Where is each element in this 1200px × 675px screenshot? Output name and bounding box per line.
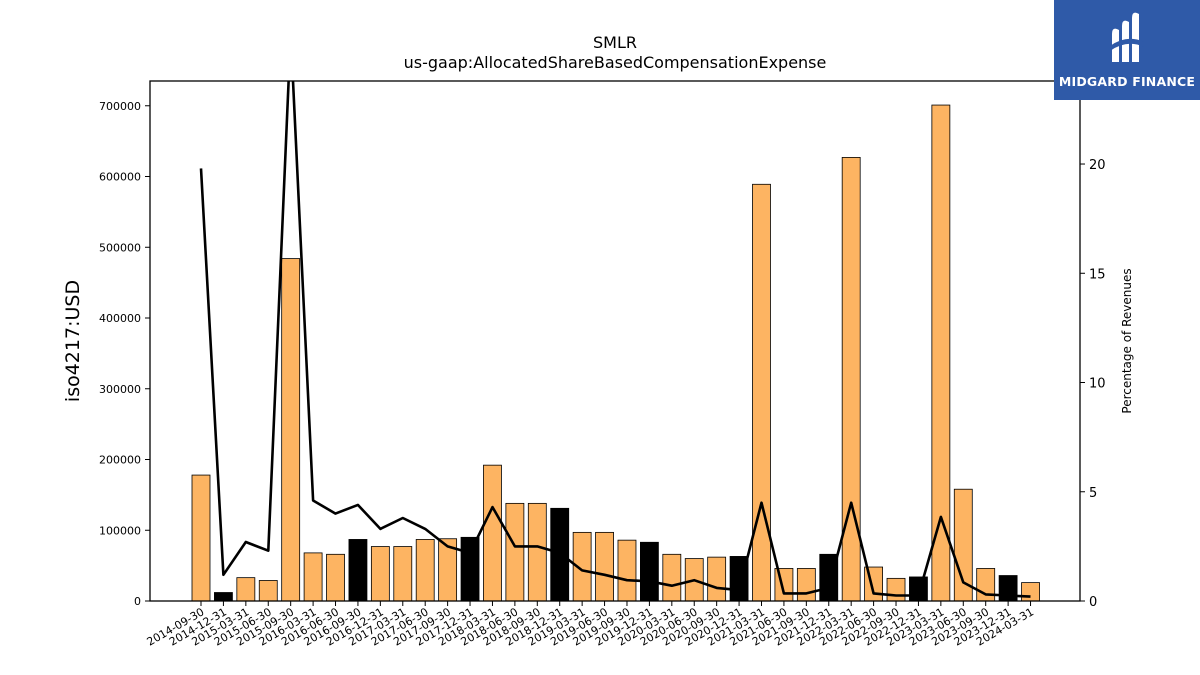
brand-logo: MIDGARD FINANCE bbox=[1054, 0, 1200, 100]
y-tick-label: 300000 bbox=[99, 383, 141, 396]
bar bbox=[460, 536, 480, 601]
bar bbox=[214, 592, 233, 601]
percentage-line bbox=[199, 81, 1031, 598]
bar bbox=[191, 474, 211, 601]
bar bbox=[348, 539, 368, 601]
y-axis-ticks: 0 100000 200000 300000 400000 500000 600000 700… bbox=[99, 100, 150, 608]
bar bbox=[281, 258, 301, 601]
x-axis-ticks: 2014-09-302014-12-312015-03-312015-06-30… bbox=[145, 601, 1036, 649]
bar bbox=[662, 553, 682, 601]
bar bbox=[595, 531, 614, 601]
bar bbox=[393, 546, 413, 601]
bar bbox=[976, 568, 996, 601]
y2-tick-label: 5 bbox=[1089, 486, 1097, 501]
bar bbox=[505, 502, 525, 601]
bar bbox=[483, 464, 502, 601]
y2-tick-label: 0 bbox=[1089, 595, 1097, 610]
bar bbox=[886, 577, 906, 601]
y2-tick-label: 20 bbox=[1089, 158, 1106, 173]
bar bbox=[617, 539, 637, 601]
chart-title: SMLR bbox=[593, 33, 637, 52]
bar bbox=[1021, 582, 1040, 601]
bar bbox=[707, 556, 727, 601]
line-series bbox=[199, 81, 1031, 598]
y2-axis-label: Percentage of Revenues bbox=[1120, 268, 1134, 413]
y-axis-label: iso4217:USD bbox=[62, 280, 84, 402]
chart-subtitle: us-gaap:AllocatedShareBasedCompensationE… bbox=[404, 53, 827, 72]
y-tick-label: 400000 bbox=[99, 312, 141, 325]
brand-name: MIDGARD FINANCE bbox=[1058, 73, 1196, 89]
bar bbox=[909, 576, 928, 601]
bar bbox=[258, 580, 278, 601]
y-tick-label: 700000 bbox=[99, 100, 141, 113]
plot-frame bbox=[149, 80, 1081, 602]
bar bbox=[998, 575, 1018, 601]
bar bbox=[415, 539, 435, 601]
bar bbox=[550, 507, 570, 601]
bar bbox=[752, 183, 771, 601]
bar bbox=[796, 568, 816, 601]
bar bbox=[841, 157, 861, 601]
bar-series bbox=[191, 104, 1040, 601]
y-tick-label: 600000 bbox=[99, 171, 141, 184]
bar bbox=[527, 502, 547, 601]
y2-tick-label: 15 bbox=[1089, 267, 1106, 282]
bar bbox=[303, 552, 323, 601]
bar bbox=[640, 541, 659, 601]
y2-axis-ticks: 0 5 10 15 20 bbox=[1080, 158, 1106, 610]
y-tick-label: 0 bbox=[134, 595, 141, 608]
bar bbox=[370, 546, 390, 601]
bar bbox=[931, 104, 951, 601]
bar bbox=[326, 553, 345, 601]
bar bbox=[438, 538, 458, 601]
y-tick-label: 100000 bbox=[99, 524, 141, 537]
y-tick-label: 200000 bbox=[99, 454, 141, 467]
bar bbox=[236, 577, 256, 601]
y-tick-label: 500000 bbox=[99, 241, 141, 254]
midgard-logo-icon bbox=[1110, 12, 1144, 62]
y2-tick-label: 10 bbox=[1089, 377, 1106, 392]
bar bbox=[953, 488, 973, 601]
